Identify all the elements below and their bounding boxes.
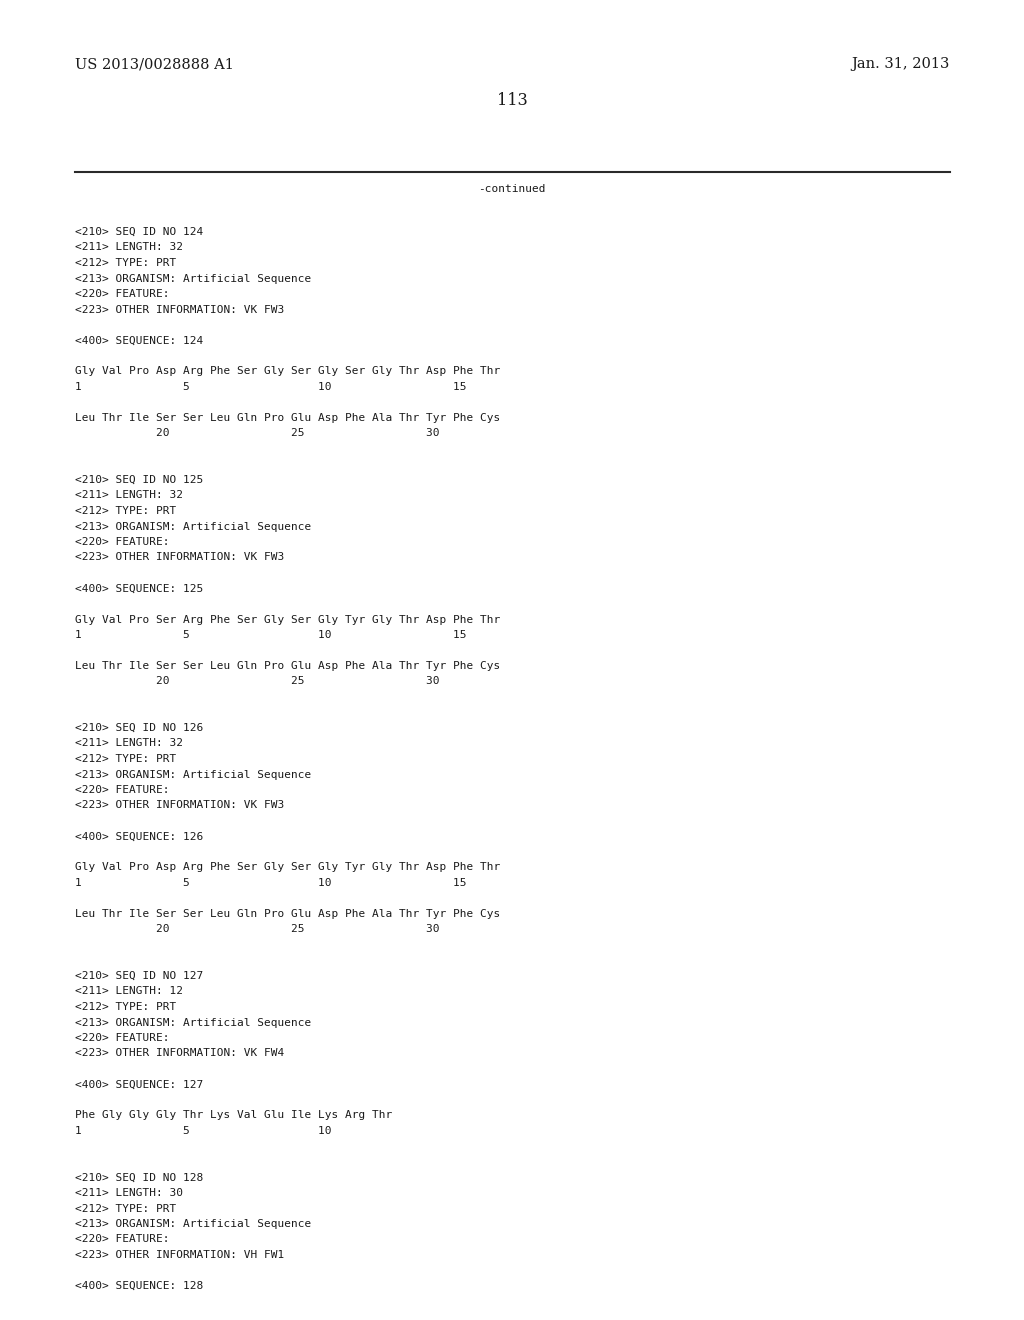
Text: Leu Thr Ile Ser Ser Leu Gln Pro Glu Asp Phe Ala Thr Tyr Phe Cys: Leu Thr Ile Ser Ser Leu Gln Pro Glu Asp … bbox=[75, 909, 501, 919]
Text: Gly Val Pro Asp Arg Phe Ser Gly Ser Gly Ser Gly Thr Asp Phe Thr: Gly Val Pro Asp Arg Phe Ser Gly Ser Gly … bbox=[75, 367, 501, 376]
Text: <400> SEQUENCE: 125: <400> SEQUENCE: 125 bbox=[75, 583, 203, 594]
Text: US 2013/0028888 A1: US 2013/0028888 A1 bbox=[75, 57, 233, 71]
Text: <213> ORGANISM: Artificial Sequence: <213> ORGANISM: Artificial Sequence bbox=[75, 1218, 311, 1229]
Text: <212> TYPE: PRT: <212> TYPE: PRT bbox=[75, 1002, 176, 1012]
Text: <220> FEATURE:: <220> FEATURE: bbox=[75, 289, 170, 300]
Text: <213> ORGANISM: Artificial Sequence: <213> ORGANISM: Artificial Sequence bbox=[75, 273, 311, 284]
Text: <212> TYPE: PRT: <212> TYPE: PRT bbox=[75, 1204, 176, 1213]
Text: <211> LENGTH: 30: <211> LENGTH: 30 bbox=[75, 1188, 183, 1199]
Text: <220> FEATURE:: <220> FEATURE: bbox=[75, 1234, 170, 1245]
Text: <213> ORGANISM: Artificial Sequence: <213> ORGANISM: Artificial Sequence bbox=[75, 770, 311, 780]
Text: <210> SEQ ID NO 128: <210> SEQ ID NO 128 bbox=[75, 1172, 203, 1183]
Text: <220> FEATURE:: <220> FEATURE: bbox=[75, 1034, 170, 1043]
Text: <210> SEQ ID NO 126: <210> SEQ ID NO 126 bbox=[75, 723, 203, 733]
Text: 1               5                   10                  15: 1 5 10 15 bbox=[75, 630, 467, 640]
Text: <400> SEQUENCE: 127: <400> SEQUENCE: 127 bbox=[75, 1080, 203, 1089]
Text: Jan. 31, 2013: Jan. 31, 2013 bbox=[852, 57, 950, 71]
Text: Gly Val Pro Ser Arg Phe Ser Gly Ser Gly Tyr Gly Thr Asp Phe Thr: Gly Val Pro Ser Arg Phe Ser Gly Ser Gly … bbox=[75, 615, 501, 624]
Text: 113: 113 bbox=[497, 92, 527, 110]
Text: <400> SEQUENCE: 128: <400> SEQUENCE: 128 bbox=[75, 1280, 203, 1291]
Text: <210> SEQ ID NO 124: <210> SEQ ID NO 124 bbox=[75, 227, 203, 238]
Text: <223> OTHER INFORMATION: VK FW3: <223> OTHER INFORMATION: VK FW3 bbox=[75, 800, 285, 810]
Text: Leu Thr Ile Ser Ser Leu Gln Pro Glu Asp Phe Ala Thr Tyr Phe Cys: Leu Thr Ile Ser Ser Leu Gln Pro Glu Asp … bbox=[75, 661, 501, 671]
Text: <211> LENGTH: 32: <211> LENGTH: 32 bbox=[75, 738, 183, 748]
Text: <223> OTHER INFORMATION: VK FW3: <223> OTHER INFORMATION: VK FW3 bbox=[75, 553, 285, 562]
Text: <220> FEATURE:: <220> FEATURE: bbox=[75, 537, 170, 546]
Text: <213> ORGANISM: Artificial Sequence: <213> ORGANISM: Artificial Sequence bbox=[75, 521, 311, 532]
Text: <211> LENGTH: 32: <211> LENGTH: 32 bbox=[75, 243, 183, 252]
Text: <223> OTHER INFORMATION: VK FW3: <223> OTHER INFORMATION: VK FW3 bbox=[75, 305, 285, 314]
Text: <400> SEQUENCE: 126: <400> SEQUENCE: 126 bbox=[75, 832, 203, 842]
Text: <212> TYPE: PRT: <212> TYPE: PRT bbox=[75, 506, 176, 516]
Text: <211> LENGTH: 32: <211> LENGTH: 32 bbox=[75, 491, 183, 500]
Text: 1               5                   10: 1 5 10 bbox=[75, 1126, 332, 1137]
Text: <223> OTHER INFORMATION: VH FW1: <223> OTHER INFORMATION: VH FW1 bbox=[75, 1250, 285, 1261]
Text: 1               5                   10                  15: 1 5 10 15 bbox=[75, 878, 467, 888]
Text: <223> OTHER INFORMATION: VK FW4: <223> OTHER INFORMATION: VK FW4 bbox=[75, 1048, 285, 1059]
Text: <212> TYPE: PRT: <212> TYPE: PRT bbox=[75, 754, 176, 764]
Text: <212> TYPE: PRT: <212> TYPE: PRT bbox=[75, 257, 176, 268]
Text: <220> FEATURE:: <220> FEATURE: bbox=[75, 785, 170, 795]
Text: -continued: -continued bbox=[478, 183, 546, 194]
Text: <213> ORGANISM: Artificial Sequence: <213> ORGANISM: Artificial Sequence bbox=[75, 1018, 311, 1027]
Text: <400> SEQUENCE: 124: <400> SEQUENCE: 124 bbox=[75, 335, 203, 346]
Text: 20                  25                  30: 20 25 30 bbox=[75, 429, 439, 438]
Text: Gly Val Pro Asp Arg Phe Ser Gly Ser Gly Tyr Gly Thr Asp Phe Thr: Gly Val Pro Asp Arg Phe Ser Gly Ser Gly … bbox=[75, 862, 501, 873]
Text: <210> SEQ ID NO 127: <210> SEQ ID NO 127 bbox=[75, 972, 203, 981]
Text: 1               5                   10                  15: 1 5 10 15 bbox=[75, 381, 467, 392]
Text: Phe Gly Gly Gly Thr Lys Val Glu Ile Lys Arg Thr: Phe Gly Gly Gly Thr Lys Val Glu Ile Lys … bbox=[75, 1110, 392, 1121]
Text: 20                  25                  30: 20 25 30 bbox=[75, 924, 439, 935]
Text: <211> LENGTH: 12: <211> LENGTH: 12 bbox=[75, 986, 183, 997]
Text: <210> SEQ ID NO 125: <210> SEQ ID NO 125 bbox=[75, 475, 203, 484]
Text: Leu Thr Ile Ser Ser Leu Gln Pro Glu Asp Phe Ala Thr Tyr Phe Cys: Leu Thr Ile Ser Ser Leu Gln Pro Glu Asp … bbox=[75, 413, 501, 422]
Text: 20                  25                  30: 20 25 30 bbox=[75, 676, 439, 686]
